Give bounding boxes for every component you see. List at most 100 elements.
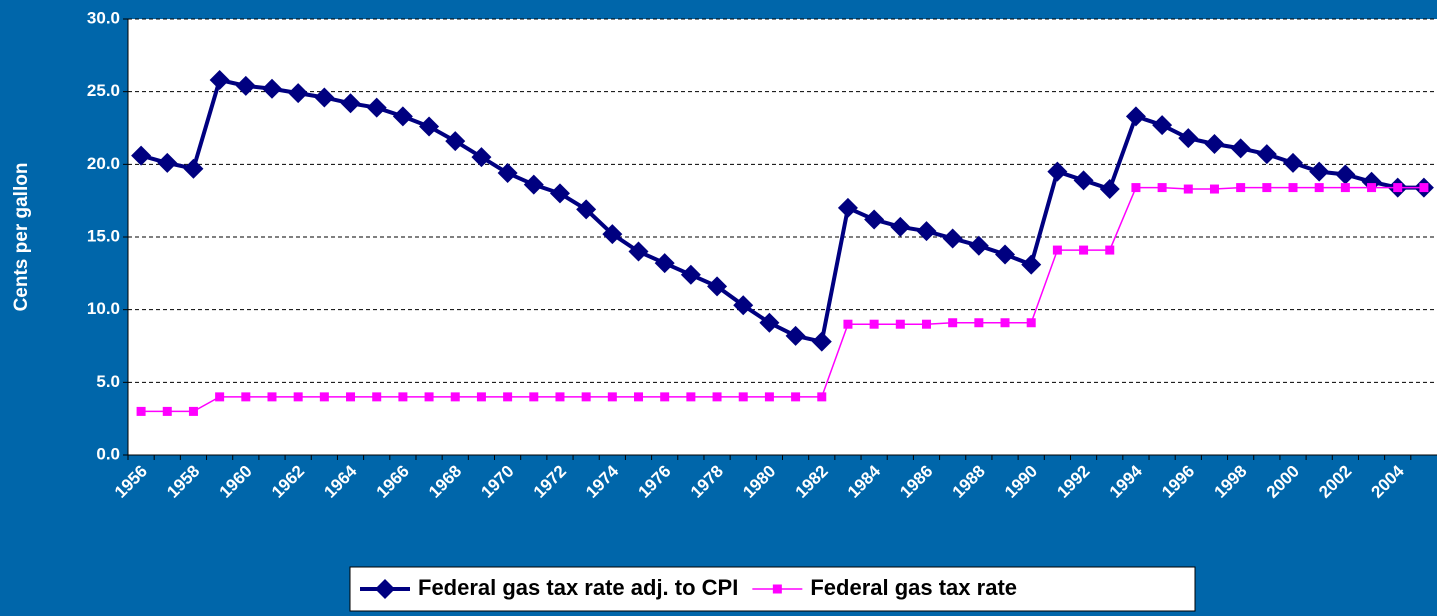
square-marker [1183, 184, 1193, 194]
square-marker [1314, 183, 1324, 193]
x-tick-label: 1960 [216, 462, 256, 502]
square-marker [1026, 318, 1036, 328]
x-tick-label: 1992 [1053, 462, 1093, 502]
square-marker [1367, 183, 1377, 193]
diamond-marker [523, 174, 544, 195]
diamond-marker [968, 235, 989, 256]
diamond-marker [1230, 138, 1251, 159]
diamond-marker [1099, 179, 1120, 200]
square-marker [215, 392, 225, 402]
square-marker [791, 392, 801, 402]
diamond-marker [837, 197, 858, 218]
diamond-marker [1152, 115, 1173, 136]
square-marker [581, 392, 591, 402]
square-marker [1131, 183, 1141, 193]
diamond-marker [785, 325, 806, 346]
square-marker [398, 392, 408, 402]
x-tick-label: 1966 [373, 462, 413, 502]
square-marker [241, 392, 251, 402]
x-tick-label: 1968 [425, 462, 465, 502]
square-marker [843, 319, 853, 329]
diamond-marker [707, 276, 728, 297]
x-tick-label: 1980 [739, 462, 779, 502]
diamond-marker [157, 152, 178, 173]
diamond-marker [576, 199, 597, 220]
x-tick-label: 1978 [687, 462, 727, 502]
square-marker [162, 406, 172, 416]
x-tick-label: 1982 [792, 462, 832, 502]
diamond-marker [497, 163, 518, 184]
diamond-marker [131, 145, 152, 166]
square-marker [1236, 183, 1246, 193]
diamond-marker [1047, 161, 1068, 182]
diamond-marker [1178, 128, 1199, 149]
diamond-marker [680, 264, 701, 285]
diamond-marker [340, 93, 361, 114]
square-marker [895, 319, 905, 329]
diamond-marker [864, 209, 885, 230]
x-tick-label: 1984 [844, 461, 885, 502]
diamond-marker [445, 131, 466, 152]
x-tick-label: 1970 [477, 462, 517, 502]
square-marker [1393, 183, 1403, 193]
diamond-marker [1204, 133, 1225, 154]
diamond-marker [733, 295, 754, 316]
square-marker [1157, 183, 1167, 193]
square-marker [974, 318, 984, 328]
square-marker [948, 318, 958, 328]
x-tick-label: 1988 [949, 462, 989, 502]
square-marker [293, 392, 303, 402]
diamond-marker [1021, 254, 1042, 275]
diamond-marker [549, 183, 570, 204]
x-tick-label: 1998 [1210, 462, 1250, 502]
y-tick-label: 5.0 [96, 372, 120, 391]
square-marker [476, 392, 486, 402]
diamond-marker [654, 253, 675, 274]
diamond-marker [183, 158, 204, 179]
square-marker [660, 392, 670, 402]
diamond-marker [916, 221, 937, 242]
diamond-marker [811, 331, 832, 352]
diamond-marker [1073, 170, 1094, 191]
x-tick-label: 2002 [1315, 462, 1355, 502]
square-marker [188, 406, 198, 416]
diamond-marker [759, 312, 780, 333]
x-tick-label: 1962 [268, 462, 308, 502]
square-marker [921, 319, 931, 329]
legend-marker [772, 584, 782, 594]
square-marker [1000, 318, 1010, 328]
y-tick-label: 30.0 [87, 8, 120, 27]
diamond-marker [1256, 144, 1277, 165]
legend: Federal gas tax rate adj. to CPI Federal … [349, 566, 1196, 612]
square-marker [346, 392, 356, 402]
diamond-marker [209, 70, 230, 91]
square-marker [764, 392, 774, 402]
x-tick-label: 1972 [530, 462, 570, 502]
square-marker [869, 319, 879, 329]
square-marker [712, 392, 722, 402]
diamond-marker [995, 244, 1016, 265]
x-tick-label: 2000 [1263, 462, 1303, 502]
y-tick-label: 0.0 [96, 444, 120, 463]
diamond-marker [1361, 171, 1382, 192]
square-marker [1288, 183, 1298, 193]
square-marker [267, 392, 277, 402]
diamond-marker [235, 75, 256, 96]
y-tick-label: 20.0 [87, 154, 120, 173]
square-marker [529, 392, 539, 402]
y-tick-label: 25.0 [87, 81, 120, 100]
legend-marker [375, 579, 395, 599]
square-marker [738, 392, 748, 402]
x-tick-label: 1996 [1158, 462, 1198, 502]
diamond-marker [419, 116, 440, 137]
square-marker [817, 392, 827, 402]
legend-label: Federal gas tax rate [810, 575, 1017, 600]
square-marker [319, 392, 329, 402]
diamond-marker [1125, 106, 1146, 127]
diamond-marker [628, 241, 649, 262]
x-tick-label: 1964 [320, 461, 361, 502]
square-marker [450, 392, 460, 402]
square-marker [1262, 183, 1272, 193]
